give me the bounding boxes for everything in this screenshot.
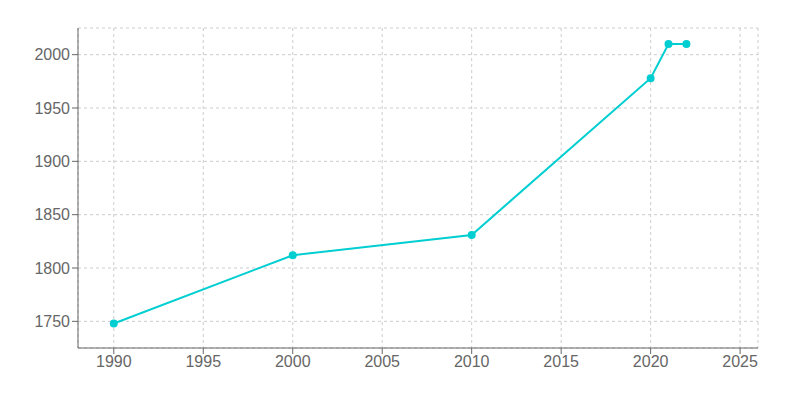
svg-text:1800: 1800 xyxy=(34,260,70,277)
svg-text:2025: 2025 xyxy=(722,353,758,370)
svg-text:2020: 2020 xyxy=(633,353,669,370)
svg-text:2000: 2000 xyxy=(275,353,311,370)
svg-text:1990: 1990 xyxy=(96,353,132,370)
svg-text:2015: 2015 xyxy=(543,353,579,370)
svg-text:1750: 1750 xyxy=(34,313,70,330)
svg-text:2000: 2000 xyxy=(34,46,70,63)
svg-text:1900: 1900 xyxy=(34,153,70,170)
svg-text:1995: 1995 xyxy=(185,353,221,370)
svg-text:2010: 2010 xyxy=(454,353,490,370)
svg-text:1950: 1950 xyxy=(34,100,70,117)
svg-text:2005: 2005 xyxy=(364,353,400,370)
svg-text:1850: 1850 xyxy=(34,206,70,223)
